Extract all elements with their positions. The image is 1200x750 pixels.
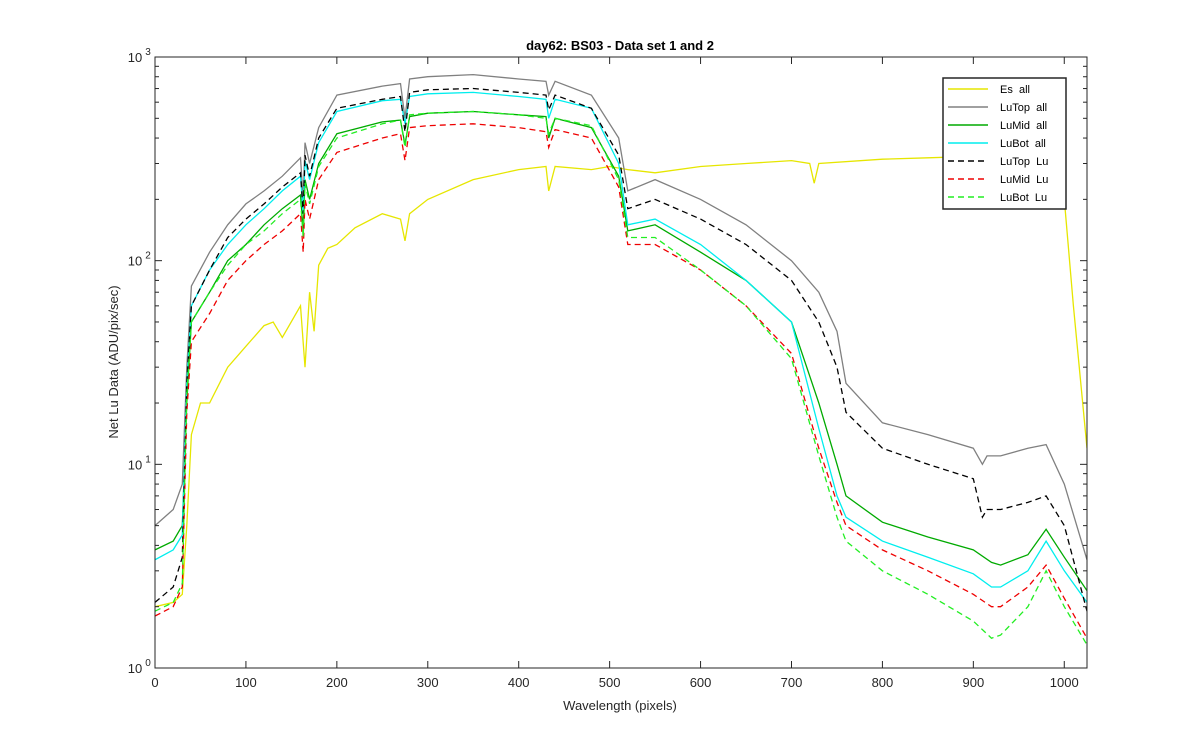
x-tick-label: 900: [962, 675, 984, 690]
x-tick-label: 0: [151, 675, 158, 690]
legend-label: LuMid all: [1000, 120, 1047, 132]
x-tick-label: 600: [690, 675, 712, 690]
series-line-1: [155, 73, 1087, 560]
legend-label: LuMid Lu: [1000, 174, 1048, 186]
x-tick-label: 500: [599, 675, 621, 690]
legend-label: LuBot all: [1000, 138, 1046, 150]
series-line-0: [155, 154, 1087, 608]
y-tick-label-exponent: 1: [145, 454, 151, 465]
series-line-6: [155, 110, 1087, 646]
legend-label: LuTop Lu: [1000, 156, 1048, 168]
legend-label: LuTop all: [1000, 102, 1047, 114]
series-line-4: [155, 87, 1087, 612]
x-tick-label: 300: [417, 675, 439, 690]
x-tick-label: 200: [326, 675, 348, 690]
axes-box: [154, 56, 1088, 669]
y-tick-label-exponent: 3: [145, 47, 151, 58]
chart-title: day62: BS03 - Data set 1 and 2: [526, 38, 714, 53]
legend: Es all LuTop all LuMid all LuBot all LuTop L…: [942, 77, 1067, 210]
y-tick-label: 10: [128, 254, 142, 269]
y-tick-label-exponent: 2: [145, 251, 151, 262]
x-tick-label: 700: [781, 675, 803, 690]
y-tick-label: 10: [128, 661, 142, 676]
legend-label: Es all: [1000, 84, 1030, 96]
x-axis-label: Wavelength (pixels): [563, 698, 677, 713]
series-layer: [155, 73, 1087, 646]
x-tick-label: 400: [508, 675, 530, 690]
legend-box: [942, 77, 1067, 210]
y-tick-label-exponent: 0: [145, 658, 151, 669]
y-tick-label: 10: [128, 457, 142, 472]
x-tick-label: 800: [872, 675, 894, 690]
x-tick-label: 100: [235, 675, 257, 690]
x-tick-label: 1000: [1050, 675, 1079, 690]
series-line-3: [155, 91, 1087, 603]
legend-label: LuBot Lu: [1000, 192, 1047, 204]
y-tick-label: 10: [128, 50, 142, 65]
y-axis-label: Net Lu Data (ADU/pix/sec): [106, 285, 121, 438]
series-line-5: [155, 123, 1087, 639]
